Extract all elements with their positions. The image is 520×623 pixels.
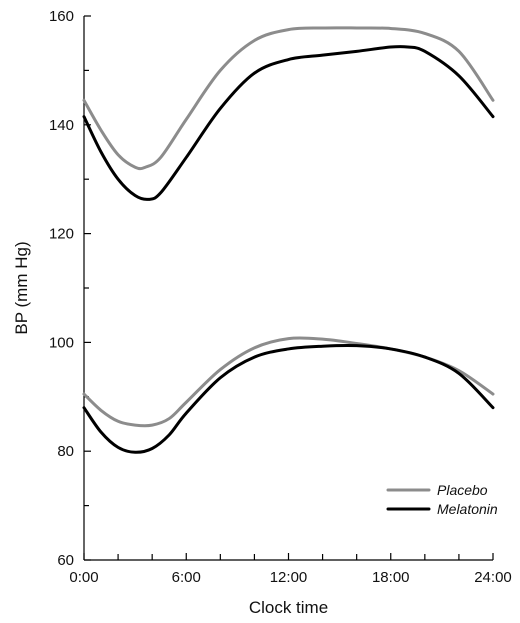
legend: Placebo Melatonin: [386, 482, 498, 517]
series-lines: [82, 26, 495, 454]
y-axis-label: BP (mm Hg): [12, 241, 31, 334]
x-tick-label: 12:00: [270, 569, 308, 586]
y-tick-label: 140: [49, 117, 74, 134]
series-line-placebo-systolic: [82, 26, 495, 171]
x-axis-label: Clock time: [249, 598, 328, 617]
y-axis-label-group: BP (mm Hg): [12, 241, 31, 334]
y-tick-label: 60: [57, 552, 74, 569]
x-tick-label: 24:00: [474, 569, 512, 586]
x-tick-label: 0:00: [69, 569, 98, 586]
legend-label-placebo: Placebo: [437, 482, 488, 498]
series-line-melatonin-systolic: [82, 44, 495, 201]
x-tick-label: 6:00: [172, 569, 201, 586]
axes: 60 80 100 120 140 160 0:00 6:00 12:00 18:00 24:00: [49, 8, 512, 586]
x-tick-label: 18:00: [372, 569, 410, 586]
series-line-placebo-diastolic: [82, 336, 495, 428]
y-tick-label: 100: [49, 334, 74, 351]
y-tick-label: 120: [49, 226, 74, 243]
y-tick-label: 80: [57, 443, 74, 460]
y-tick-label: 160: [49, 8, 74, 25]
legend-label-melatonin: Melatonin: [437, 501, 498, 517]
series-line-melatonin-diastolic: [82, 343, 495, 454]
